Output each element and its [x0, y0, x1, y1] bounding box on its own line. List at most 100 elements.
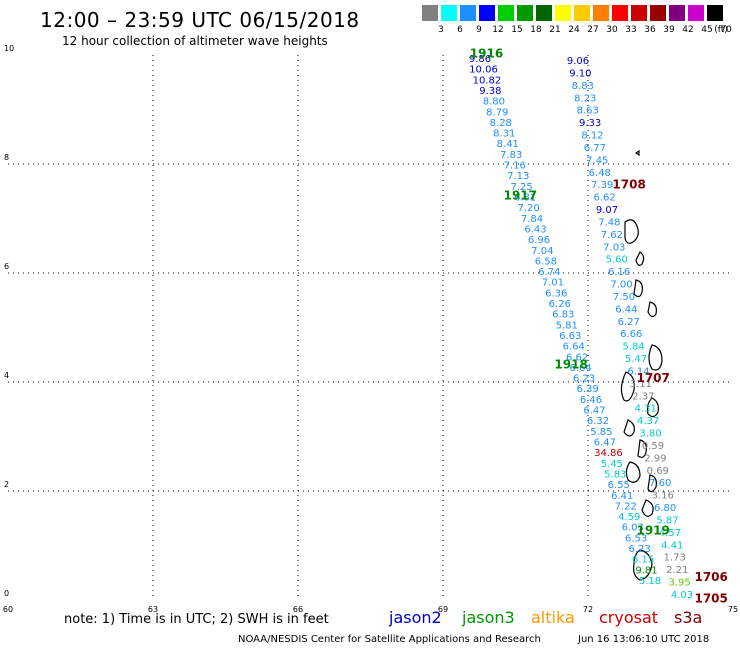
colorbar-swatch — [517, 5, 533, 21]
wave-height-label: 4.41 — [661, 540, 683, 551]
wave-height-label: 8.12 — [581, 131, 603, 142]
wave-height-label: 6.41 — [611, 491, 633, 502]
colorbar-label: 9 — [476, 25, 482, 35]
colorbar-label: 42 — [682, 25, 694, 35]
wave-height-label: 1.73 — [664, 553, 686, 564]
footer-note: note: 1) Time is in UTC; 2) SWH is in fe… — [64, 612, 329, 627]
wave-height-label: 3.16 — [652, 491, 674, 502]
wave-height-label: 6.62 — [593, 193, 615, 204]
wave-height-label: 6.64 — [569, 363, 591, 374]
wave-height-label: 6.15 — [632, 555, 654, 566]
pass-labels: 1916 1917 1918 1919 1708 1707 1706 1705 — [470, 47, 728, 606]
lat-tick-label: 2 — [4, 480, 9, 489]
wave-height-label: 6.26 — [549, 299, 571, 310]
colorbar-swatch — [574, 5, 590, 21]
map-title: 12:00 – 23:59 UTC 06/15/2018 — [40, 8, 360, 32]
island-cluster-1 — [624, 219, 639, 244]
colorbar-label: 6 — [457, 25, 463, 35]
wave-height-label: 5.85 — [590, 427, 612, 438]
colorbar-label: 45 — [701, 25, 713, 35]
wave-height-label: 6.81 — [514, 193, 536, 204]
wave-height-label: 3.80 — [639, 429, 661, 440]
wave-height-label: 5.60 — [606, 255, 628, 266]
credit-line: NOAA/NESDIS Center for Satellite Applica… — [238, 634, 541, 645]
colorbar-swatch — [669, 5, 685, 21]
island-cluster-8 — [623, 419, 635, 437]
colorbar-swatch — [498, 5, 514, 21]
wave-height-label: 7.48 — [598, 217, 620, 228]
island-cluster-6 — [620, 371, 635, 402]
pass-number-label: 1706 — [694, 570, 727, 584]
lon-tick-label: 75 — [728, 605, 738, 614]
colorbar-swatch — [479, 5, 495, 21]
colorbar-swatch — [460, 5, 476, 21]
wave-height-label: 6.27 — [618, 317, 640, 328]
wave-height-label: 8.83 — [572, 81, 594, 92]
wave-height-label: 4.37 — [637, 416, 659, 427]
colorbar-label: 15 — [511, 25, 523, 35]
wave-height-label: 6.80 — [654, 503, 676, 514]
colorbar-swatch — [631, 5, 647, 21]
wave-height-label: 7.62 — [601, 230, 623, 241]
wave-height-label: 6.46 — [580, 395, 602, 406]
legend-jason3: jason3 — [462, 608, 515, 627]
wave-height-label: 3.11 — [630, 379, 652, 390]
island-cluster-2 — [635, 251, 645, 266]
colorbar-label: 70 — [720, 25, 732, 35]
timestamp: Jun 16 13:06:10 UTC 2018 — [578, 634, 710, 645]
pass-number-label: 1708 — [612, 178, 645, 192]
wave-height-label: 6.36 — [545, 288, 567, 299]
wave-height-label: 6.32 — [587, 416, 609, 427]
colorbar-swatch — [707, 5, 723, 21]
wave-height-label: 9.07 — [596, 205, 618, 216]
wave-height-label: 6.83 — [552, 310, 574, 321]
colorbar-label: 27 — [587, 25, 599, 35]
wave-height-label: 7.39 — [591, 180, 613, 191]
wave-height-label: 2.99 — [644, 453, 666, 464]
wave-height-label: 7.01 — [542, 278, 564, 289]
colorbar-label: 36 — [644, 25, 656, 35]
wave-height-label: 5.47 — [625, 354, 647, 365]
wave-height-label: 7.00 — [610, 280, 632, 291]
lon-tick-label: 69 — [438, 605, 448, 614]
wave-height-label: 34.86 — [594, 448, 623, 459]
colorbar-swatch — [441, 5, 457, 21]
wave-height-label: 6.58 — [535, 256, 557, 267]
lat-tick-label: 4 — [4, 371, 9, 380]
wave-height-label: 7.84 — [521, 214, 543, 225]
legend-s3a: s3a — [674, 608, 703, 627]
wave-height-label: 9.10 — [569, 68, 591, 79]
wave-height-label: 4.03 — [671, 590, 693, 601]
colorbar-label: 39 — [663, 25, 675, 35]
island-cluster-4 — [647, 301, 657, 318]
island-cluster-11 — [647, 474, 657, 493]
wave-height-label: 6.64 — [563, 342, 585, 353]
lat-tick-label: 8 — [4, 153, 9, 162]
wave-height-label: 3.95 — [668, 578, 690, 589]
wave-height-label: 6.44 — [615, 304, 637, 315]
colorbar-unit: (ft) — [714, 25, 728, 35]
wave-height-label: 6.16 — [608, 267, 630, 278]
wave-height-label: 6.66 — [620, 329, 642, 340]
wave-height-label: 2.37 — [632, 391, 654, 402]
wave-height-label: 6.47 — [583, 406, 605, 417]
island-cluster-12 — [641, 499, 654, 517]
island-cluster-10 — [625, 461, 641, 483]
wave-height-label: 6.48 — [589, 168, 611, 179]
pass-number-label: 1916 — [470, 47, 503, 61]
island-cluster-5 — [648, 344, 663, 371]
lat-tick-label: 6 — [4, 262, 9, 271]
lon-tick-label: 60 — [3, 605, 13, 614]
wave-height-label: 9.06 — [567, 56, 589, 67]
lat-tick-label: 10 — [4, 44, 14, 53]
lat-tick-label: 0 — [4, 589, 9, 598]
wave-height-label: 5.84 — [622, 342, 644, 353]
wave-height-label: 7.50 — [613, 292, 635, 303]
wave-height-label: 7.03 — [603, 242, 625, 253]
altimeter-track-east: 9.069.10 8.838.23 8.639.33 8.126.777.45 6.48… — [567, 56, 693, 601]
wave-height-label: 6.47 — [594, 438, 616, 449]
colorbar-swatch — [536, 5, 552, 21]
lon-tick-label: 63 — [148, 605, 158, 614]
wave-height-label: 5.45 — [601, 459, 623, 470]
wave-height-label: 9.81 — [635, 565, 657, 576]
